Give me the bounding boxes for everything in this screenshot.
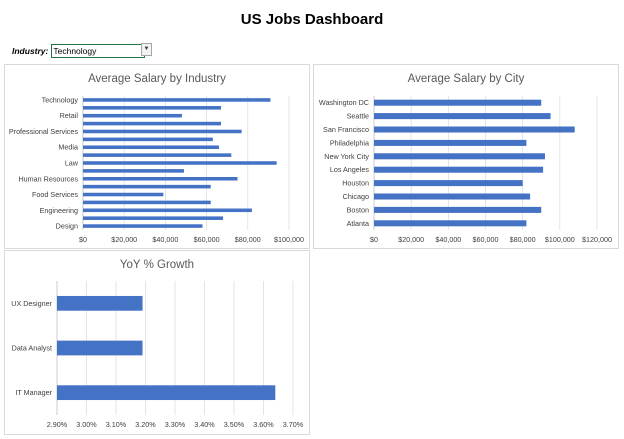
bar [83, 216, 224, 220]
bar [83, 224, 203, 228]
category-label: Engineering [40, 206, 78, 215]
category-label: New York City [324, 152, 369, 161]
yoy-growth-plot: 2.90% 3.00% 3.10% 3.20% 3.30% 3.40% 3.50% 3.60%… [11, 281, 304, 429]
category-label: Human Resources [18, 174, 78, 183]
x-tick-label: $100,000 [274, 235, 304, 244]
chart-title: Average Salary by City [407, 73, 525, 85]
yoy-growth-chart: YoY % Growth 2.90% 3.00% 3.10% 3.20% 3.30% 3.… [4, 250, 310, 435]
bar [57, 385, 276, 401]
category-label: Retail [60, 111, 79, 120]
x-tick-label: 3.00% [76, 420, 97, 429]
x-tick-label: 3.40% [194, 420, 215, 429]
industry-salary-plot: $0 $20,000 $40,000 $60,000 $80,000 $100,000 Te… [9, 95, 304, 244]
category-label: Design [56, 222, 78, 231]
industry-select[interactable]: Technology [51, 43, 146, 58]
bar [83, 208, 252, 213]
city-salary-plot: $0 $20,000 $40,000 $60,000 $80,000 $100,000 $1… [319, 96, 612, 244]
category-label: San Francisco [323, 125, 369, 134]
city-salary-chart: Average Salary by City $0 $20,000 $40,000 $… [313, 64, 619, 249]
x-tick-label: 3.30% [165, 420, 186, 429]
bar [83, 145, 219, 150]
category-label: Washington DC [319, 98, 369, 107]
bar [374, 166, 544, 173]
category-label: Houston [342, 179, 369, 188]
chart-title: YoY % Growth [119, 259, 195, 271]
bar [374, 153, 545, 160]
bar [374, 220, 527, 227]
x-tick-label: $100,000 [545, 235, 575, 244]
x-tick-label: $80,000 [510, 235, 536, 244]
x-tick-label: 3.70% [283, 420, 304, 429]
bar [83, 153, 232, 157]
dashboard-title: US Jobs Dashboard [240, 11, 384, 28]
category-label: Seattle [347, 112, 369, 121]
bar [374, 193, 531, 200]
bar [83, 106, 222, 110]
x-tick-label: $20,000 [398, 235, 424, 244]
bar [83, 169, 184, 173]
x-tick-label: $40,000 [152, 235, 178, 244]
industry-filter-label: Industry: [12, 45, 49, 56]
category-label: Media [58, 143, 78, 152]
x-tick-label: $0 [79, 235, 87, 244]
bar [374, 99, 542, 106]
category-label: Chicago [343, 192, 369, 201]
bar [83, 98, 271, 102]
bar [57, 340, 143, 356]
industry-filter: Industry: Technology [12, 43, 146, 58]
x-tick-label: 3.50% [224, 420, 245, 429]
category-label: Professional Services [9, 127, 79, 136]
x-tick-label: 3.60% [253, 420, 274, 429]
category-label: Los Angeles [330, 165, 370, 174]
bar [83, 161, 277, 165]
x-tick-label: $40,000 [435, 235, 461, 244]
category-label: Food Services [32, 190, 78, 199]
category-label: Law [65, 159, 79, 168]
x-tick-label: $80,000 [235, 235, 261, 244]
category-label: Technology [42, 95, 79, 104]
bar [374, 206, 542, 213]
x-tick-label: $20,000 [111, 235, 137, 244]
chevron-down-icon[interactable]: ▼ [141, 43, 152, 56]
x-tick-label: $120,000 [582, 235, 612, 244]
bar [83, 129, 242, 134]
bar [374, 113, 551, 120]
category-label: Data Analyst [12, 344, 52, 353]
category-label: Boston [347, 205, 369, 214]
x-tick-label: $60,000 [194, 235, 220, 244]
bar [83, 121, 222, 126]
bar [83, 137, 213, 142]
category-label: UX Designer [11, 299, 52, 308]
category-label: Atlanta [347, 219, 369, 228]
x-tick-label: 3.10% [106, 420, 127, 429]
x-tick-label: 2.90% [47, 420, 68, 429]
bar [83, 192, 164, 197]
bar [374, 180, 523, 187]
x-tick-label: $60,000 [473, 235, 499, 244]
bar [57, 295, 143, 311]
x-tick-label: $0 [370, 235, 378, 244]
bar [83, 113, 182, 118]
bar [374, 139, 527, 146]
bar [83, 176, 238, 181]
x-tick-label: 3.20% [135, 420, 156, 429]
category-label: IT Manager [15, 388, 52, 397]
category-label: Philadelphia [330, 138, 369, 147]
chart-title: Average Salary by Industry [88, 73, 226, 85]
bar [374, 126, 575, 133]
bar [83, 184, 211, 189]
industry-salary-chart: Average Salary by Industry $0 $20,000 $40,… [4, 64, 310, 249]
bar [83, 200, 211, 205]
